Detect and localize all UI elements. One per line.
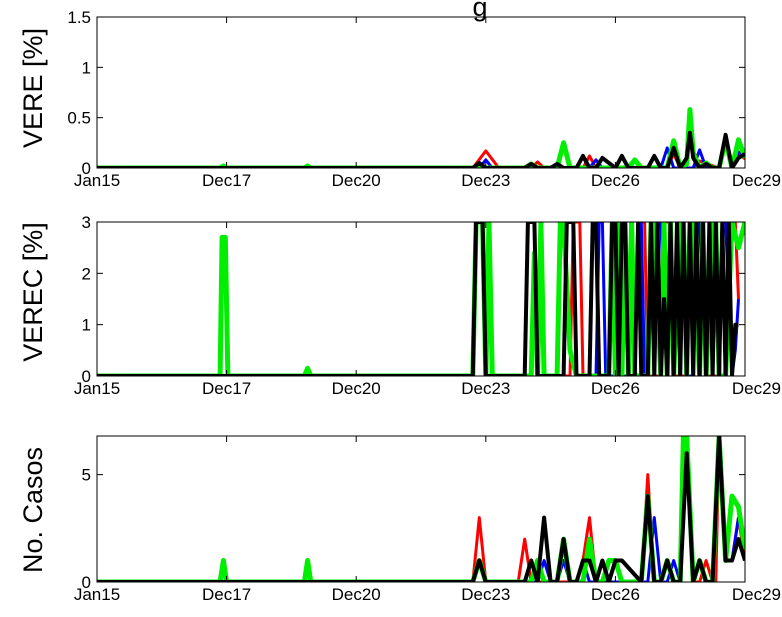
panel-vere: 0 0.5 1 1.5 Jan15 Dec17 Dec20 Dec23 Dec26 Dec29 VE… bbox=[18, 0, 781, 190]
x-tick-label: Dec23 bbox=[461, 585, 510, 604]
x-tick-label: Dec26 bbox=[591, 171, 640, 190]
y-tick-label: 2 bbox=[82, 264, 91, 283]
x-tick-label: Dec17 bbox=[202, 585, 251, 604]
y-tick-label: 0.5 bbox=[67, 109, 91, 128]
y-tick-label: 0 bbox=[82, 159, 91, 178]
series-line-3 bbox=[97, 436, 745, 582]
y-tick-label: 0 bbox=[82, 367, 91, 386]
x-tick-label: Dec17 bbox=[202, 171, 251, 190]
y-tick-label: 1 bbox=[82, 58, 91, 77]
x-tick-label: Dec17 bbox=[202, 379, 251, 398]
series-line-3 bbox=[97, 222, 739, 376]
series-line-2 bbox=[97, 107, 745, 168]
series-line-3 bbox=[97, 130, 745, 168]
x-tick-label: Dec20 bbox=[332, 585, 381, 604]
x-tick-label: Dec20 bbox=[332, 171, 381, 190]
x-tick-label: Dec23 bbox=[461, 171, 510, 190]
panel-verec: 0 1 2 3 Jan15 Dec17 Dec20 Dec23 Dec26 Dec29 VEREC … bbox=[18, 213, 781, 398]
y-axis-label: VEREC [%] bbox=[18, 222, 48, 362]
x-tick-label: Dec29 bbox=[732, 585, 781, 604]
x-tick-label: Dec20 bbox=[332, 379, 381, 398]
y-tick-label: 1.5 bbox=[67, 8, 91, 27]
series-line-1 bbox=[97, 136, 745, 168]
x-tick-label: Jan15 bbox=[74, 171, 120, 190]
chart-title: g bbox=[472, 0, 487, 22]
y-tick-label: 3 bbox=[82, 213, 91, 232]
y-axis-label: VERE [%] bbox=[18, 28, 48, 148]
series-line-0 bbox=[97, 133, 745, 168]
y-tick-label: 0 bbox=[82, 573, 91, 592]
x-tick-label: Jan15 bbox=[74, 585, 120, 604]
axes-box bbox=[96, 16, 746, 169]
x-tick-label: Dec26 bbox=[591, 379, 640, 398]
axes-box bbox=[96, 221, 746, 377]
x-tick-label: Dec23 bbox=[461, 379, 510, 398]
x-tick-label: Dec29 bbox=[732, 171, 781, 190]
y-axis-label: No. Casos bbox=[18, 447, 48, 573]
x-tick-label: Dec26 bbox=[591, 585, 640, 604]
y-tick-label: 5 bbox=[82, 466, 91, 485]
y-tick-label: 1 bbox=[82, 316, 91, 335]
x-tick-label: Dec29 bbox=[732, 379, 781, 398]
axes-box bbox=[96, 435, 746, 583]
panel-casos: 0 5 Jan15 Dec17 Dec20 Dec23 Dec26 Dec29 No. Caso… bbox=[18, 435, 781, 604]
x-tick-label: Jan15 bbox=[74, 379, 120, 398]
